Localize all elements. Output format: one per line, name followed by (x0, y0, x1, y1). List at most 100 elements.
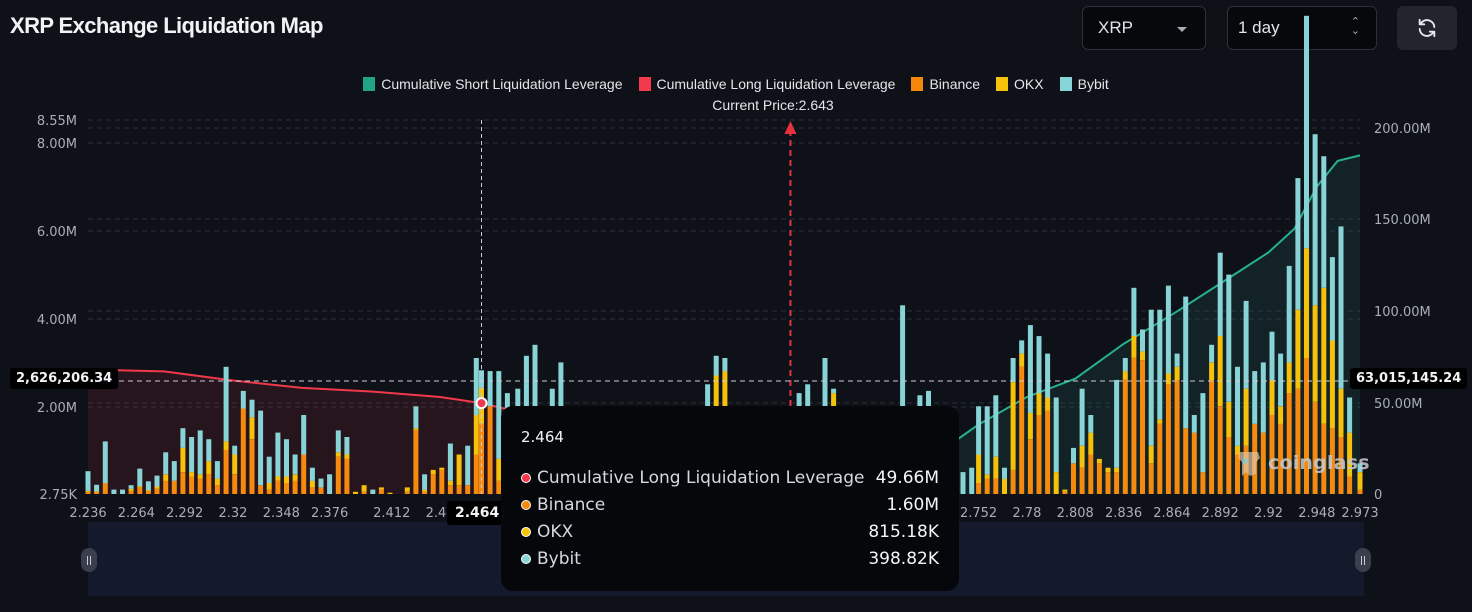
bar-binance (292, 480, 298, 494)
bar-binance (1357, 489, 1363, 494)
bar-binance (1148, 463, 1154, 494)
page-title: XRP Exchange Liquidation Map (10, 13, 323, 38)
bar-okx (1226, 401, 1232, 437)
bar-okx (1027, 412, 1033, 440)
refresh-button[interactable] (1397, 6, 1457, 50)
bar-okx (214, 478, 220, 486)
x-axis-tick-label: 2.808 (1057, 506, 1094, 521)
bar-bybit (258, 410, 264, 486)
bar-binance (335, 456, 341, 494)
bar-okx (1329, 340, 1335, 429)
bar-bybit (232, 445, 238, 455)
bar-okx (1217, 336, 1223, 407)
x-axis-tick-label: 2.264 (118, 506, 155, 521)
crosshair-x-value: 2.464 (447, 501, 508, 525)
bar-bybit (1148, 309, 1154, 446)
left-axis-tick-label: 2.00M (37, 401, 77, 416)
bar-okx (309, 480, 315, 488)
bar-bybit (413, 406, 419, 429)
legend-item[interactable]: Cumulative Long Liquidation Leverage (638, 76, 895, 92)
legend-item[interactable]: Cumulative Short Liquidation Leverage (363, 76, 623, 92)
bar-binance (361, 491, 367, 494)
bar-okx (439, 467, 445, 470)
bar-okx (1148, 445, 1154, 464)
bar-binance (1217, 406, 1223, 495)
bar-binance (240, 408, 246, 494)
bar-okx (163, 474, 169, 481)
right-axis-tick-label: 150.00M (1374, 213, 1431, 228)
bar-bybit (1260, 362, 1266, 433)
bar-okx (275, 476, 281, 481)
bar-binance (1131, 358, 1137, 494)
bar-okx (1357, 472, 1363, 490)
x-axis-tick-label: 2.973 (1341, 506, 1378, 521)
up-down-arrows-icon: ⌃ ⌄ (1350, 16, 1360, 37)
bar-binance (85, 491, 91, 494)
bar-binance (1286, 393, 1292, 494)
bar-okx (1096, 458, 1102, 464)
coinglass-watermark: coinglass (1234, 448, 1370, 478)
bar-bybit (1295, 178, 1301, 310)
bar-okx (180, 447, 186, 472)
bar-bybit (120, 489, 125, 494)
bar-okx (473, 415, 479, 455)
bar-okx (422, 489, 428, 492)
bar-bybit (309, 467, 315, 481)
tooltip-value: 398.82K (868, 548, 939, 569)
bar-binance (1338, 437, 1344, 494)
legend-item[interactable]: OKX (996, 76, 1044, 92)
bar-okx (1045, 397, 1051, 411)
bar-binance (1062, 491, 1068, 494)
bar-bybit (1226, 274, 1232, 402)
bar-okx (284, 476, 289, 483)
bar-bybit (318, 478, 324, 488)
time-range-select[interactable]: 1 day ⌃ ⌄ (1227, 6, 1377, 50)
bar-bybit (240, 390, 246, 409)
bar-okx (1269, 379, 1275, 415)
legend-item[interactable]: Bybit (1059, 76, 1109, 92)
bar-bybit (465, 445, 471, 486)
bar-okx (496, 458, 502, 481)
bar-binance (1329, 428, 1335, 494)
bar-binance (102, 483, 108, 494)
bar-binance (344, 458, 350, 494)
legend-item[interactable]: Binance (911, 76, 980, 92)
bar-binance (422, 491, 428, 494)
bar-bybit (1235, 366, 1240, 446)
bar-binance (145, 491, 151, 494)
bar-binance (128, 490, 134, 494)
bar-bybit (249, 399, 255, 418)
bar-bybit (128, 485, 134, 489)
bar-bybit (111, 489, 117, 494)
bar-bybit (993, 395, 999, 457)
x-axis-tick-label: 2.78 (1012, 506, 1041, 521)
series-dot-icon (521, 526, 531, 537)
coin-select[interactable]: XRP (1082, 6, 1206, 50)
tooltip-row: OKX 815.18K (521, 518, 939, 545)
slider-handle-left[interactable] (81, 548, 97, 572)
bar-binance (137, 487, 143, 494)
bar-bybit (831, 388, 837, 394)
bar-binance (1105, 472, 1111, 494)
bar-bybit (275, 432, 281, 477)
x-axis-tick-label: 2.412 (373, 506, 410, 521)
x-axis-tick-label: 2.376 (311, 506, 348, 521)
current-price-arrow-icon (784, 121, 797, 134)
left-axis-tick-label: 8.55M (37, 114, 77, 129)
bar-okx (197, 474, 203, 479)
tooltip-value: 1.60M (886, 494, 939, 515)
bar-binance (154, 488, 160, 494)
bar-bybit (487, 371, 493, 407)
bar-binance (1027, 439, 1033, 494)
bar-binance (1295, 388, 1301, 494)
slider-handle-right[interactable] (1355, 548, 1371, 572)
bar-okx (232, 454, 238, 475)
left-axis-tick-label: 2.75K (40, 488, 78, 503)
bar-okx (154, 486, 160, 489)
bar-bybit (154, 475, 160, 487)
right-axis-tick-label: 100.00M (1374, 305, 1431, 320)
bar-bybit (1278, 353, 1284, 407)
bar-okx (1174, 366, 1180, 380)
bar-binance (1235, 454, 1240, 494)
legend-swatch (1059, 77, 1072, 91)
